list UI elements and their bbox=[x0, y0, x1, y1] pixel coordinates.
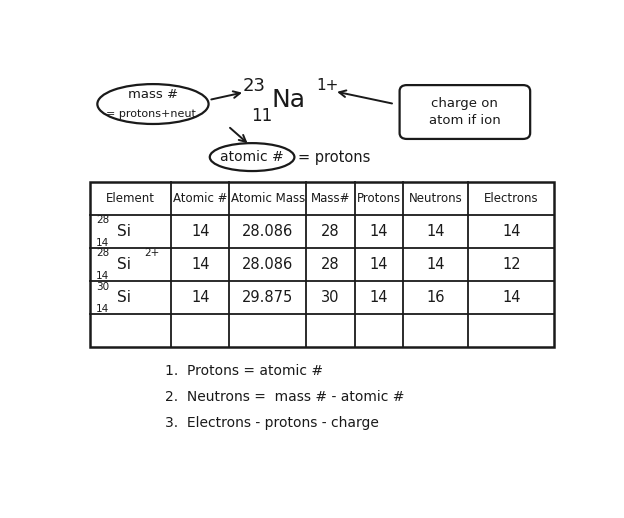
Text: 30: 30 bbox=[96, 281, 109, 292]
Text: 14: 14 bbox=[427, 224, 445, 239]
Text: 29.875: 29.875 bbox=[242, 290, 293, 305]
Text: Electrons: Electrons bbox=[484, 192, 539, 205]
Text: Element: Element bbox=[106, 192, 155, 205]
Text: 14: 14 bbox=[191, 257, 210, 272]
Text: Atomic #: Atomic # bbox=[173, 192, 228, 205]
Text: Na: Na bbox=[271, 88, 305, 112]
Text: 14: 14 bbox=[502, 290, 520, 305]
Text: 28.086: 28.086 bbox=[242, 257, 293, 272]
Text: Si: Si bbox=[117, 257, 130, 272]
Text: Neutrons: Neutrons bbox=[409, 192, 463, 205]
Text: atom if ion: atom if ion bbox=[429, 114, 500, 127]
Text: 1+: 1+ bbox=[316, 78, 338, 93]
Text: 14: 14 bbox=[96, 271, 109, 281]
Text: 14: 14 bbox=[427, 257, 445, 272]
Text: 12: 12 bbox=[502, 257, 520, 272]
Text: = protons+neut.: = protons+neut. bbox=[106, 109, 200, 120]
Text: Si: Si bbox=[117, 224, 130, 239]
Text: Si: Si bbox=[117, 290, 130, 305]
Text: charge on: charge on bbox=[431, 97, 499, 110]
Text: 11: 11 bbox=[251, 107, 273, 125]
Text: 14: 14 bbox=[191, 290, 210, 305]
Text: 14: 14 bbox=[502, 224, 520, 239]
Text: 23: 23 bbox=[243, 77, 266, 95]
Text: 2+: 2+ bbox=[144, 249, 160, 258]
Text: 14: 14 bbox=[370, 257, 388, 272]
Text: 3.  Electrons - protons - charge: 3. Electrons - protons - charge bbox=[165, 416, 379, 430]
Text: 28: 28 bbox=[321, 224, 339, 239]
Text: 28: 28 bbox=[96, 215, 109, 225]
Text: Mass#: Mass# bbox=[311, 192, 350, 205]
Text: = protons: = protons bbox=[298, 150, 371, 165]
Text: mass #: mass # bbox=[128, 88, 178, 100]
Text: 28: 28 bbox=[321, 257, 339, 272]
Text: 28.086: 28.086 bbox=[242, 224, 293, 239]
Text: 14: 14 bbox=[96, 238, 109, 248]
Text: Protons: Protons bbox=[357, 192, 401, 205]
Text: 14: 14 bbox=[370, 290, 388, 305]
Text: 1.  Protons = atomic #: 1. Protons = atomic # bbox=[165, 364, 323, 378]
Text: atomic #: atomic # bbox=[220, 150, 284, 164]
Text: 2.  Neutrons =  mass # - atomic #: 2. Neutrons = mass # - atomic # bbox=[165, 390, 404, 404]
Text: Atomic Mass: Atomic Mass bbox=[230, 192, 305, 205]
Text: 14: 14 bbox=[96, 304, 109, 314]
Bar bbox=[90, 182, 554, 348]
Text: 30: 30 bbox=[321, 290, 339, 305]
Text: 14: 14 bbox=[191, 224, 210, 239]
Text: 28: 28 bbox=[96, 249, 109, 258]
Text: 14: 14 bbox=[370, 224, 388, 239]
Text: 16: 16 bbox=[427, 290, 445, 305]
